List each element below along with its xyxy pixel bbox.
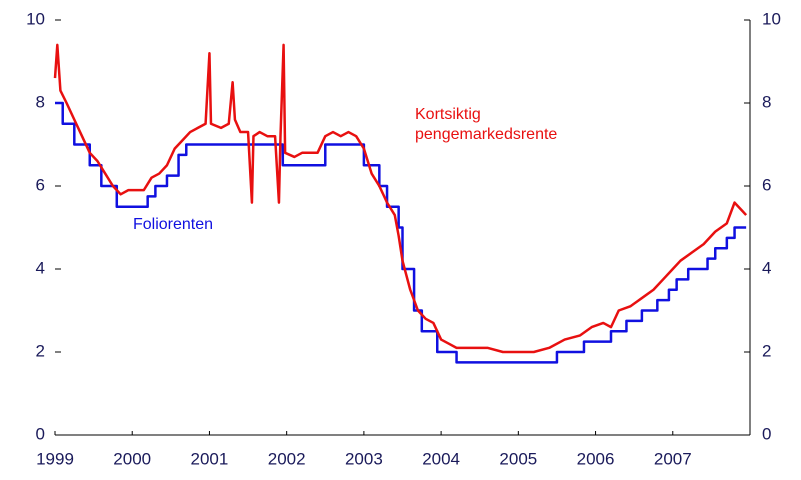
y-tick-label: 10 xyxy=(26,9,45,28)
x-tick-label: 2004 xyxy=(422,449,460,468)
y2-tick-label: 10 xyxy=(762,9,781,28)
x-tick-label: 2001 xyxy=(191,449,229,468)
x-tick-label: 2005 xyxy=(499,449,537,468)
series-line xyxy=(53,43,748,354)
y2-tick-label: 8 xyxy=(762,92,771,111)
x-tick-label: 1999 xyxy=(36,449,74,468)
x-tick-label: 2000 xyxy=(113,449,151,468)
x-tick-label: 2007 xyxy=(654,449,692,468)
y2-tick-label: 2 xyxy=(762,341,771,360)
y-tick-label: 8 xyxy=(36,92,45,111)
series-label: Kortsiktig pengemarkedsrente xyxy=(415,106,558,143)
y2-tick-label: 6 xyxy=(762,175,771,194)
y-tick-label: 6 xyxy=(36,175,45,194)
x-tick-label: 2002 xyxy=(268,449,306,468)
y-tick-label: 0 xyxy=(36,424,45,443)
y-tick-label: 4 xyxy=(36,258,45,277)
y-tick-label: 2 xyxy=(36,341,45,360)
x-tick-label: 2003 xyxy=(345,449,383,468)
series-line xyxy=(55,101,747,364)
y2-tick-label: 4 xyxy=(762,258,771,277)
x-tick-label: 2006 xyxy=(577,449,615,468)
series-label: Foliorenten xyxy=(133,216,214,233)
y2-tick-label: 0 xyxy=(762,424,771,443)
